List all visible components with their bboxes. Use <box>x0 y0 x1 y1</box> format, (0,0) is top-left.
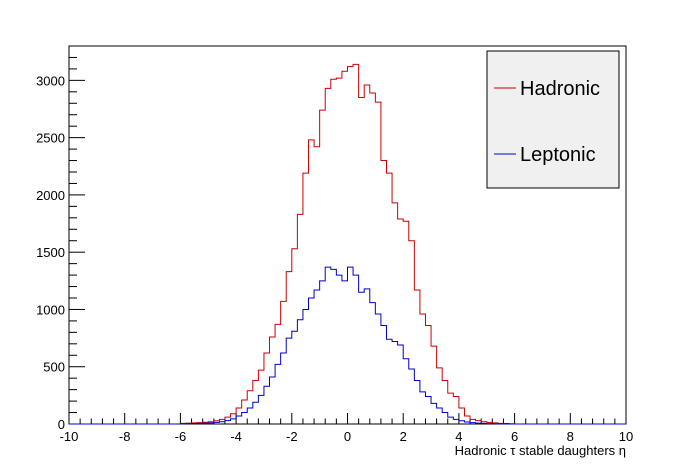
x-tick-label: 8 <box>567 429 574 444</box>
series-hadronic-line <box>69 63 626 425</box>
legend-box <box>486 50 620 189</box>
legend-label-leptonic: Leptonic <box>520 144 596 166</box>
x-axis: -10 -8 -6 -4 -2 0 2 4 6 8 10 <box>60 413 633 444</box>
legend-label-hadronic: Hadronic <box>520 78 600 100</box>
x-axis-title: Hadronic τ stable daughters η <box>455 443 626 458</box>
y-tick-label: 3000 <box>36 73 65 88</box>
legend: Hadronic Leptonic <box>486 50 620 189</box>
x-tick-label: 4 <box>455 429 462 444</box>
x-tick-label: 6 <box>511 429 518 444</box>
y-tick-label: 2000 <box>36 188 65 203</box>
y-tick-label: 2500 <box>36 131 65 146</box>
x-tick-label: -4 <box>230 429 242 444</box>
x-tick-label: 10 <box>619 429 633 444</box>
y-tick-label: 0 <box>58 417 65 432</box>
x-tick-label: -10 <box>60 429 79 444</box>
series-layer <box>69 63 626 425</box>
y-tick-label: 1500 <box>36 245 65 260</box>
x-tick-label: 2 <box>400 429 407 444</box>
x-tick-label: 0 <box>344 429 351 444</box>
y-tick-label: 1000 <box>36 302 65 317</box>
x-tick-label: -6 <box>175 429 187 444</box>
x-tick-label: -2 <box>286 429 298 444</box>
series-leptonic-line <box>69 266 626 425</box>
y-tick-label: 500 <box>43 360 65 375</box>
x-tick-label: -8 <box>119 429 131 444</box>
y-axis: 0 500 1000 1500 2000 2500 3000 <box>36 45 85 432</box>
